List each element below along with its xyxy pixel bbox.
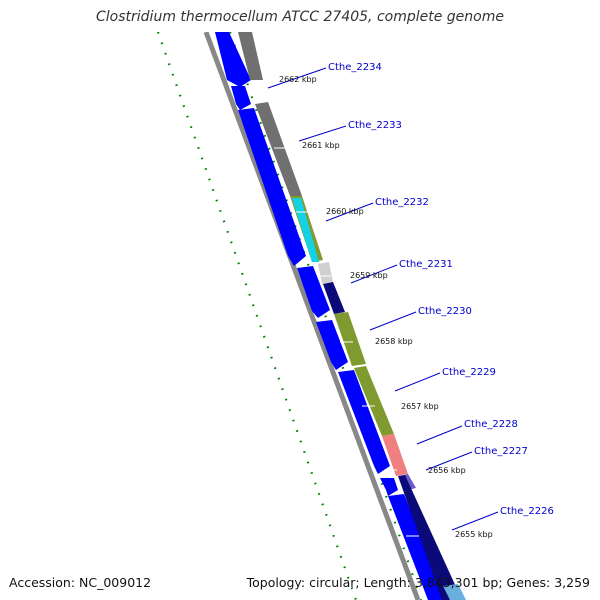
gene-label: Cthe_2228 [464,419,518,430]
track-segment [382,434,408,476]
cds-arrow [380,478,398,496]
cds-arrow [215,32,251,87]
cds-arrow [231,86,251,110]
gene-label: Cthe_2232 [375,197,429,208]
track-segment [398,475,462,600]
cds-arrow [316,320,348,370]
gene-leader-line [350,264,398,284]
gene-leader-line [451,511,499,531]
kbp-tick-label: 2662 kbp [279,75,317,84]
track-segment [318,262,333,284]
backbone-circle [203,32,421,600]
gc-skew-line-inner [228,32,423,600]
gene-label: Cthe_2227 [474,446,528,457]
gene-leader-line [394,372,441,392]
kbp-tick-label: 2660 kbp [326,207,364,216]
track-segment [443,584,466,600]
gc-skew-line-outer [156,32,358,600]
track-segment [354,366,394,436]
kbp-tick-label: 2656 kbp [428,466,466,475]
gene-label: Cthe_2230 [418,306,472,317]
accession-label: Accession: NC_009012 [9,575,152,590]
gene-leader-line [298,125,347,142]
cds-arrow [238,108,306,266]
gene-leader-line [416,425,463,445]
topology-summary: Topology: circular; Length: 3,843,301 bp… [246,575,590,590]
gene-leader-line [369,311,417,331]
kbp-tick-label: 2661 kbp [302,141,340,150]
gene-label: Cthe_2229 [442,367,496,378]
gene-label: Cthe_2234 [328,62,382,73]
gene-label: Cthe_2233 [348,120,402,131]
track-segment [292,198,319,262]
cds-arrow [297,266,330,318]
gene-leader-line [425,451,473,471]
kbp-tick-label: 2658 kbp [375,337,413,346]
cds-arrow [388,494,446,600]
gene-leader-line [325,202,374,222]
map-title: Clostridium thermocellum ATCC 27405, com… [96,9,504,25]
kbp-tick-label: 2663 kbp [257,7,295,16]
gene-label: Cthe_2226 [500,506,554,517]
forward-cds-track [215,32,446,600]
kbp-tick-label: 2659 kbp [350,271,388,280]
track-segment [238,32,263,80]
gene-leader-lines [267,67,499,531]
gene-leader-line [267,67,327,89]
cds-arrow [338,370,390,474]
track-segment [334,312,366,366]
track-segment [323,282,345,314]
gene-label: Cthe_2231 [399,259,453,270]
gc-skew-track [156,32,423,600]
kbp-tick-label: 2657 kbp [401,402,439,411]
kbp-tick-label: 2655 kbp [455,530,493,539]
track-segment [255,102,302,196]
